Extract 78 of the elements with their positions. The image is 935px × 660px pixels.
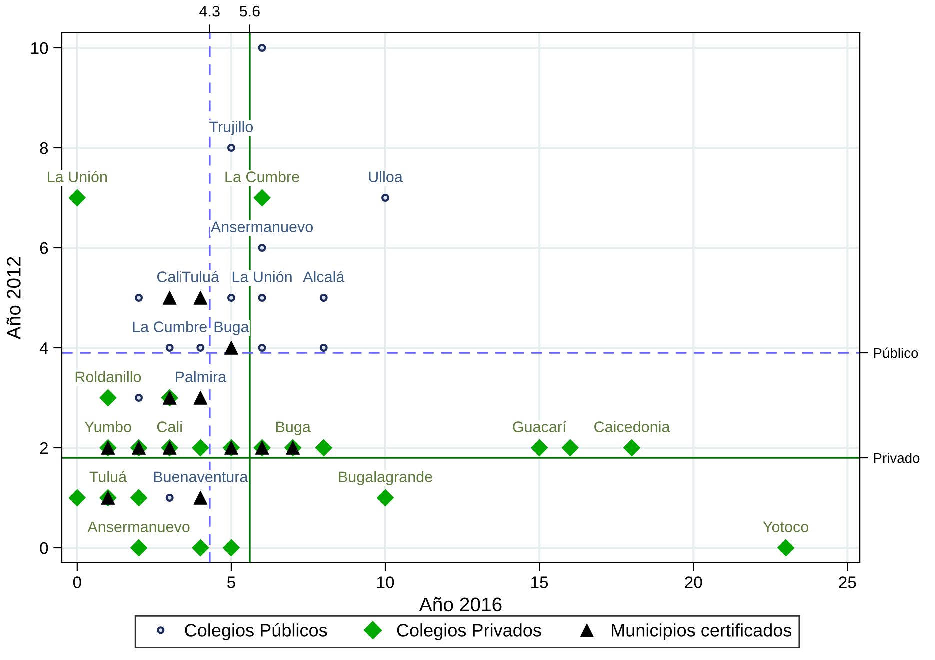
- y-tick-label: 0: [40, 542, 48, 554]
- point: [258, 244, 266, 252]
- point: [166, 344, 174, 352]
- legend-label: Colegios Públicos: [185, 623, 328, 640]
- point: [166, 494, 174, 502]
- y-tick-label: 6: [40, 242, 48, 254]
- data-label: Ulloa: [369, 171, 403, 182]
- legend-label: Municipios certificados: [612, 624, 792, 640]
- data-label: Alcalá: [303, 271, 345, 282]
- point: [68, 189, 86, 207]
- x-axis-title: Año 2016: [419, 597, 502, 612]
- x-tick-label: 20: [685, 576, 702, 588]
- data-label: Palmira: [176, 371, 227, 382]
- ref-line-label: 4.3: [200, 6, 220, 17]
- y-axis-title: Año 2012: [6, 257, 21, 340]
- data-label: Buga: [214, 322, 250, 336]
- data-label: Bugalagrande: [339, 471, 432, 486]
- data-label: Buga: [276, 422, 311, 436]
- point: [192, 539, 210, 557]
- point: [258, 344, 266, 352]
- data-label: Tuluá: [182, 271, 220, 282]
- y-tick-label: 8: [40, 142, 48, 154]
- data-label: Caicedonia: [594, 421, 670, 432]
- data-label: Cali: [157, 421, 182, 432]
- point: [192, 439, 210, 457]
- ref-line-label: Privado: [874, 452, 920, 464]
- data-label: Yotoco: [763, 522, 808, 532]
- data-label: Ansermanuevo: [88, 522, 190, 532]
- y-tick-label: 10: [32, 42, 48, 54]
- point: [227, 144, 236, 152]
- point: [130, 489, 148, 507]
- data-label: Tuluá: [90, 471, 128, 482]
- point: [258, 44, 266, 52]
- data-label: La Cumbre: [133, 321, 207, 332]
- data-label: Yumbo: [84, 421, 132, 432]
- data-label: Guacarí: [513, 421, 567, 432]
- point: [258, 294, 266, 302]
- data-label: Trujillo: [210, 121, 254, 136]
- point: [68, 489, 86, 507]
- data-label: Roldanillo: [76, 371, 142, 382]
- y-tick-label: 2: [40, 442, 48, 454]
- data-label: Ansermanuevo: [210, 222, 314, 232]
- point: [382, 194, 390, 202]
- point: [194, 491, 208, 505]
- point: [320, 344, 328, 352]
- point: [130, 539, 148, 557]
- point: [376, 489, 394, 507]
- ref-line-label: Público: [874, 348, 918, 358]
- legend-label: Colegios Privados: [397, 624, 542, 640]
- data-label: La Unión: [232, 271, 292, 282]
- point: [320, 294, 328, 302]
- x-tick-label: 0: [73, 576, 82, 588]
- x-tick-label: 25: [839, 576, 856, 588]
- data-label: La Unión: [48, 171, 107, 182]
- point: [254, 189, 271, 207]
- point: [135, 294, 144, 302]
- point: [562, 439, 579, 457]
- data-label: La Cumbre: [226, 171, 300, 182]
- point: [227, 294, 236, 302]
- x-tick-label: 15: [532, 576, 548, 588]
- point: [162, 291, 177, 305]
- point: [777, 539, 795, 557]
- x-tick-label: 10: [378, 576, 394, 588]
- point: [224, 341, 238, 355]
- data-label: Buenaventura: [154, 472, 248, 482]
- point: [315, 439, 332, 457]
- point: [196, 344, 205, 352]
- point: [194, 291, 208, 305]
- point: [135, 394, 144, 402]
- point: [100, 389, 117, 407]
- ref-line-label: 5.6: [240, 6, 260, 17]
- point: [623, 439, 641, 457]
- point: [222, 539, 240, 557]
- point: [194, 391, 208, 405]
- data-label: Cali: [157, 271, 182, 282]
- y-tick-label: 4: [40, 342, 48, 354]
- point: [531, 439, 548, 457]
- x-tick-label: 5: [227, 576, 236, 588]
